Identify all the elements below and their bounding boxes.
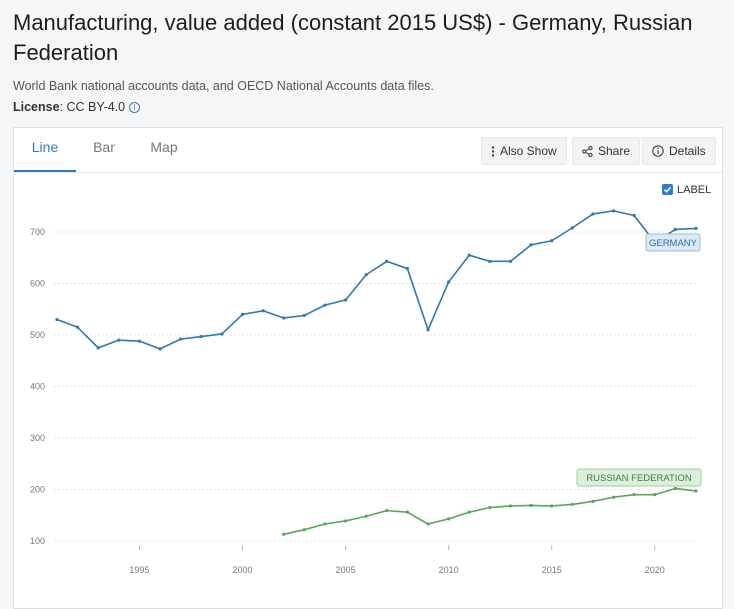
y-tick-label: 600 <box>30 279 45 289</box>
share-icon <box>582 145 593 158</box>
license-label: License <box>13 100 60 114</box>
data-point <box>405 510 410 514</box>
data-point <box>179 337 183 341</box>
series-label-box <box>576 468 702 487</box>
x-tick-label: 2000 <box>233 565 253 575</box>
data-point <box>302 528 306 532</box>
data-point <box>323 303 327 307</box>
label-toggle-text: LABEL <box>677 184 712 196</box>
data-point <box>405 266 410 271</box>
data-point <box>653 493 657 497</box>
data-point <box>199 334 203 339</box>
x-tick-label: 2015 <box>542 565 562 575</box>
series-label-box <box>645 233 701 252</box>
series-label-text: GERMANY <box>649 238 698 249</box>
details-button[interactable]: Details <box>642 137 716 165</box>
data-point <box>673 486 677 491</box>
data-point <box>550 504 554 508</box>
info-icon[interactable]: i <box>129 102 141 113</box>
y-tick-label: 500 <box>30 330 45 340</box>
data-point <box>261 309 265 313</box>
data-point <box>467 510 471 514</box>
data-point <box>385 259 389 263</box>
details-label: Details <box>669 144 706 158</box>
data-point <box>117 338 121 342</box>
also-show-button[interactable]: Also Show <box>481 137 567 165</box>
data-point <box>529 243 533 247</box>
data-point <box>550 239 554 243</box>
data-point <box>137 339 142 343</box>
data-point <box>591 212 595 216</box>
data-point <box>488 259 492 263</box>
x-tick-label: 1995 <box>129 565 149 575</box>
x-tick-label: 2020 <box>645 565 665 575</box>
data-point <box>632 213 636 218</box>
data-point <box>467 253 471 257</box>
more-vertical-icon <box>491 146 495 157</box>
data-point <box>323 522 327 526</box>
data-point <box>570 502 574 507</box>
series-line-germany <box>56 210 697 350</box>
info-circle-icon <box>652 145 664 157</box>
data-point <box>673 227 677 232</box>
label-checkbox[interactable] <box>662 184 673 195</box>
y-tick-label: 300 <box>30 433 45 443</box>
data-point <box>76 325 80 329</box>
license-line: License: CC BY-4.0 i <box>13 100 141 114</box>
page-title: Manufacturing, value added (constant 201… <box>13 10 693 65</box>
data-point <box>570 226 574 230</box>
tab-divider <box>14 172 722 173</box>
data-point <box>508 259 513 263</box>
y-tick-label: 100 <box>30 536 45 546</box>
data-point <box>447 517 451 521</box>
y-tick-label: 400 <box>30 382 45 392</box>
tab-bar[interactable]: Bar <box>93 139 115 155</box>
label-toggle[interactable]: LABEL <box>662 184 711 196</box>
data-point <box>426 328 430 332</box>
share-label: Share <box>598 144 631 158</box>
data-point <box>426 522 430 526</box>
data-point <box>694 489 698 493</box>
data-point <box>282 532 286 536</box>
check-icon <box>663 186 672 193</box>
x-tick-label: 2005 <box>336 565 356 575</box>
tab-map[interactable]: Map <box>150 139 178 155</box>
data-point <box>508 504 513 508</box>
y-tick-label: 200 <box>30 485 45 495</box>
data-point <box>385 509 389 513</box>
x-tick-label: 2010 <box>439 565 459 575</box>
data-point <box>96 346 100 350</box>
chart-panel: Line Bar Map Also Show Share Details LAB… <box>13 127 723 609</box>
y-tick-label: 700 <box>30 227 45 237</box>
share-button[interactable]: Share <box>572 137 641 165</box>
data-point <box>364 514 368 518</box>
series-label-text: RUSSIAN FEDERATION <box>586 473 692 484</box>
data-point <box>611 495 616 499</box>
line-chart: 100 200 300 400 500 600 700 1995 2000 2005 2010 20… <box>30 209 702 575</box>
series-label-germany: GERMANY <box>645 233 701 252</box>
data-point <box>220 332 224 336</box>
data-point <box>158 347 162 351</box>
data-point <box>529 503 533 508</box>
source-note: World Bank national accounts data, and O… <box>13 79 434 93</box>
data-point <box>632 493 636 497</box>
series-label-russia: RUSSIAN FEDERATION <box>576 468 702 487</box>
data-point <box>488 505 492 510</box>
license-value: : CC BY-4.0 <box>59 100 126 114</box>
tab-line[interactable]: Line <box>14 128 76 172</box>
data-point <box>694 226 698 230</box>
data-point <box>282 316 286 320</box>
data-point <box>611 209 616 213</box>
data-point <box>55 317 59 322</box>
data-point <box>343 298 348 302</box>
data-point <box>343 519 348 523</box>
data-point <box>447 280 451 284</box>
also-show-label: Also Show <box>500 144 557 158</box>
data-point <box>591 499 595 503</box>
data-point <box>302 313 306 318</box>
data-point <box>364 273 368 277</box>
data-point <box>240 312 245 316</box>
